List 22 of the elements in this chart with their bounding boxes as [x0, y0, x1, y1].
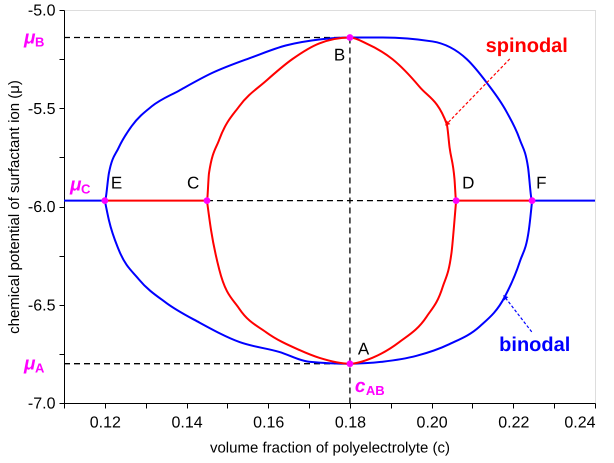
annotation: F	[536, 174, 546, 193]
x-tick-label: 0.20	[416, 414, 448, 432]
x-tick-label: 0.18	[334, 414, 366, 432]
y-tick-label: -5.0	[28, 2, 56, 20]
annotation: C	[186, 174, 200, 193]
legend-label: binodal	[499, 334, 570, 356]
x-axis-title: volume fraction of polyelectrolyte (c)	[210, 440, 450, 456]
annotation: A	[358, 340, 370, 359]
y-tick-label: -7.0	[28, 396, 56, 412]
annotation: B	[334, 46, 346, 65]
y-tick-label: -5.5	[28, 100, 56, 118]
text: spinodal	[486, 34, 568, 57]
y-tick-label: -6.5	[28, 297, 56, 314]
x-tick-label: 0.12	[90, 414, 122, 432]
x-tick-label: 0.22	[498, 414, 530, 432]
x-tick-label: 0.16	[253, 414, 284, 432]
y-axis-title: chemical potential of surfactant ion (μ)	[6, 80, 23, 334]
annotation: E	[110, 174, 122, 193]
x-tick-label: 0.14	[171, 414, 203, 432]
annotation: D	[462, 174, 474, 193]
y-tick-label: -6.0	[28, 199, 56, 216]
x-tick-label: 0.24	[564, 414, 596, 432]
